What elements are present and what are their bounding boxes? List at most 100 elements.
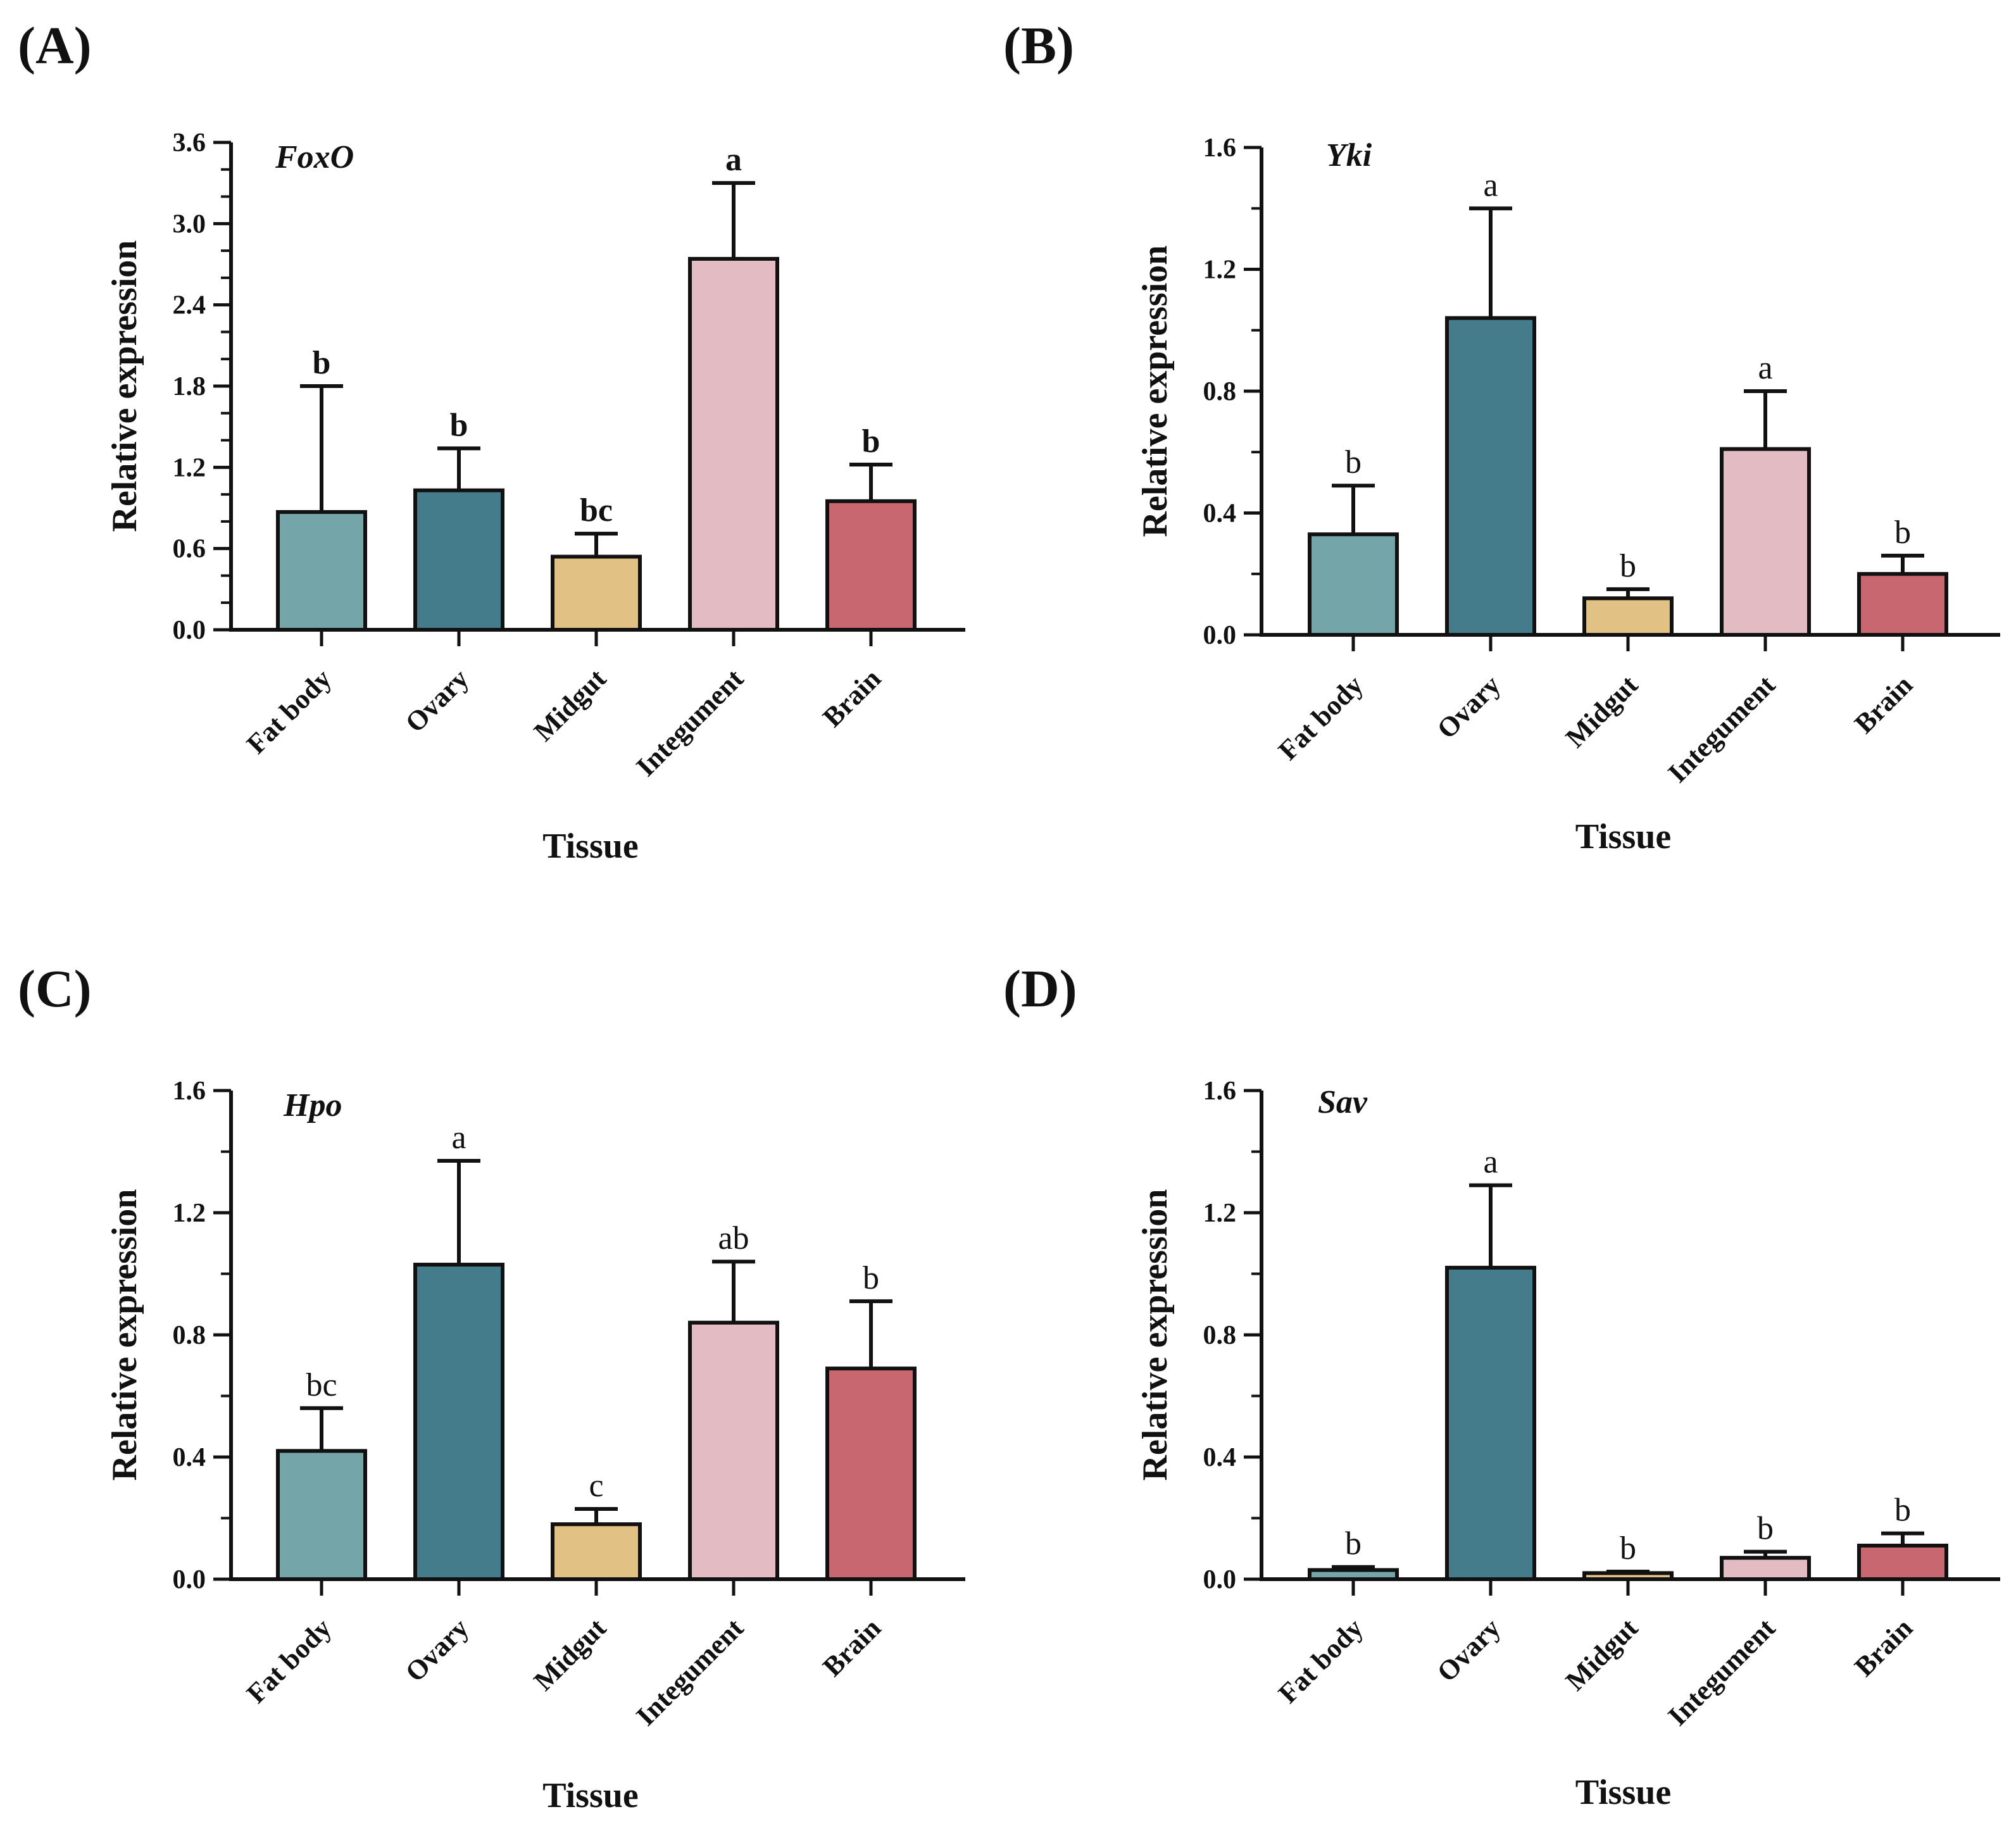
bar-brain <box>825 1367 917 1581</box>
significance-label: bc <box>580 492 613 529</box>
category-label: Fat body <box>241 663 337 760</box>
significance-label: b <box>1757 1511 1774 1547</box>
y-tick-label: 0.6 <box>173 535 206 564</box>
category-label: Ovary <box>399 1612 475 1687</box>
significance-label: c <box>589 1468 603 1504</box>
bar-fat-body <box>276 510 367 632</box>
bar-integument <box>1720 1556 1811 1582</box>
significance-label: b <box>450 407 468 443</box>
significance-label: b <box>1894 515 1911 551</box>
y-tick-label: 1.2 <box>173 453 206 482</box>
significance-label: a <box>1483 167 1498 203</box>
bar-integument <box>688 1320 779 1581</box>
category-label: Fat body <box>241 1612 337 1709</box>
significance-label: b <box>313 345 331 381</box>
y-tick-label: 3.6 <box>173 128 206 158</box>
y-tick-label: 0.8 <box>173 1321 206 1350</box>
bar-brain <box>1857 572 1948 637</box>
category-label: Brain <box>817 663 887 733</box>
panel-letter: (C) <box>18 960 92 1018</box>
bar-ovary <box>413 1263 504 1582</box>
y-tick-label: 0.0 <box>1203 1565 1237 1594</box>
bar-ovary <box>413 488 504 632</box>
category-label: Ovary <box>1431 1612 1506 1687</box>
bar-integument <box>1720 447 1811 637</box>
significance-label: b <box>863 1260 879 1296</box>
x-axis-title: Tissue <box>1575 1773 1671 1812</box>
y-tick-label: 1.8 <box>173 372 206 401</box>
category-label: Brain <box>1848 669 1919 739</box>
bar-fat-body <box>276 1449 367 1582</box>
significance-label: bc <box>306 1367 337 1403</box>
panel-3: (D) Sav 0.0 0.4 0.8 1.2 1.6 Relative expression… <box>1003 960 2000 1812</box>
gene-title: Yki <box>1326 137 1372 173</box>
y-tick-label: 0.8 <box>1203 377 1237 406</box>
y-tick-label: 1.6 <box>1203 1077 1237 1106</box>
category-label: Integument <box>1662 1612 1782 1732</box>
significance-label: b <box>1894 1492 1911 1529</box>
significance-label: b <box>862 423 880 460</box>
significance-label: b <box>1345 1526 1362 1562</box>
bar-fat-body <box>1308 532 1399 637</box>
category-label: Integument <box>1662 669 1782 789</box>
significance-label: a <box>1758 350 1772 386</box>
y-tick-label: 0.4 <box>173 1443 206 1472</box>
y-axis-title: Relative expression <box>1136 1189 1175 1481</box>
y-tick-label: 0.8 <box>1203 1321 1237 1350</box>
bar-midgut <box>1582 1571 1674 1582</box>
y-tick-label: 1.2 <box>1203 1199 1237 1228</box>
category-label: Midgut <box>1560 1612 1644 1696</box>
y-axis-title: Relative expression <box>105 1189 144 1481</box>
x-axis-title: Tissue <box>542 1776 638 1815</box>
category-label: Brain <box>817 1612 887 1682</box>
panel-letter: (B) <box>1003 16 1074 75</box>
panel-1: (B) Yki 0.0 0.4 0.8 1.2 1.6 Relative expression… <box>1003 16 2000 856</box>
category-label: Midgut <box>528 663 612 747</box>
bar-brain <box>1857 1543 1948 1582</box>
y-tick-label: 1.6 <box>1203 134 1237 163</box>
y-tick-label: 0.0 <box>173 616 206 645</box>
significance-label: b <box>1345 444 1362 480</box>
y-tick-label: 0.0 <box>1203 621 1237 650</box>
category-label: Brain <box>1848 1612 1919 1682</box>
y-tick-label: 0.0 <box>173 1565 206 1594</box>
y-tick-label: 0.4 <box>1203 1443 1237 1472</box>
bar-ovary <box>1445 316 1536 637</box>
significance-label: a <box>451 1120 466 1156</box>
gene-title: Hpo <box>283 1087 342 1123</box>
category-label: Fat body <box>1272 669 1369 766</box>
y-tick-label: 0.4 <box>1203 499 1237 529</box>
x-axis-title: Tissue <box>1575 817 1671 856</box>
panel-letter: (D) <box>1003 960 1077 1018</box>
y-tick-label: 1.6 <box>173 1077 206 1106</box>
y-axis-title: Relative expression <box>1136 246 1175 537</box>
gene-title: Sav <box>1318 1084 1368 1120</box>
category-label: Ovary <box>1431 669 1506 744</box>
bar-midgut <box>1582 596 1674 637</box>
category-label: Midgut <box>1560 669 1644 753</box>
significance-label: a <box>725 142 742 178</box>
y-tick-label: 2.4 <box>173 291 206 320</box>
panel-letter: (A) <box>18 16 92 75</box>
significance-label: a <box>1483 1144 1498 1180</box>
significance-label: ab <box>718 1220 749 1256</box>
significance-label: b <box>1620 1530 1636 1567</box>
category-label: Fat body <box>1272 1612 1369 1709</box>
bar-integument <box>688 256 779 632</box>
bar-midgut <box>551 554 642 632</box>
panel-2: (C) Hpo 0.0 0.4 0.8 1.2 1.6 Relative expression… <box>18 960 965 1815</box>
gene-title: FoxO <box>275 139 354 175</box>
y-axis-title: Relative expression <box>105 241 144 532</box>
bar-fat-body <box>1308 1568 1399 1581</box>
category-label: Midgut <box>528 1612 612 1696</box>
y-tick-label: 3.0 <box>173 210 206 239</box>
category-label: Integument <box>630 663 750 782</box>
bar-brain <box>825 499 917 632</box>
panel-0: (A) FoxO 0.0 0.6 1.2 1.8 2.4 3.0 3.6 Relative exp… <box>18 16 965 866</box>
bar-ovary <box>1445 1265 1536 1581</box>
category-label: Ovary <box>399 663 475 738</box>
y-tick-label: 1.2 <box>1203 256 1237 285</box>
y-tick-label: 1.2 <box>173 1199 206 1228</box>
